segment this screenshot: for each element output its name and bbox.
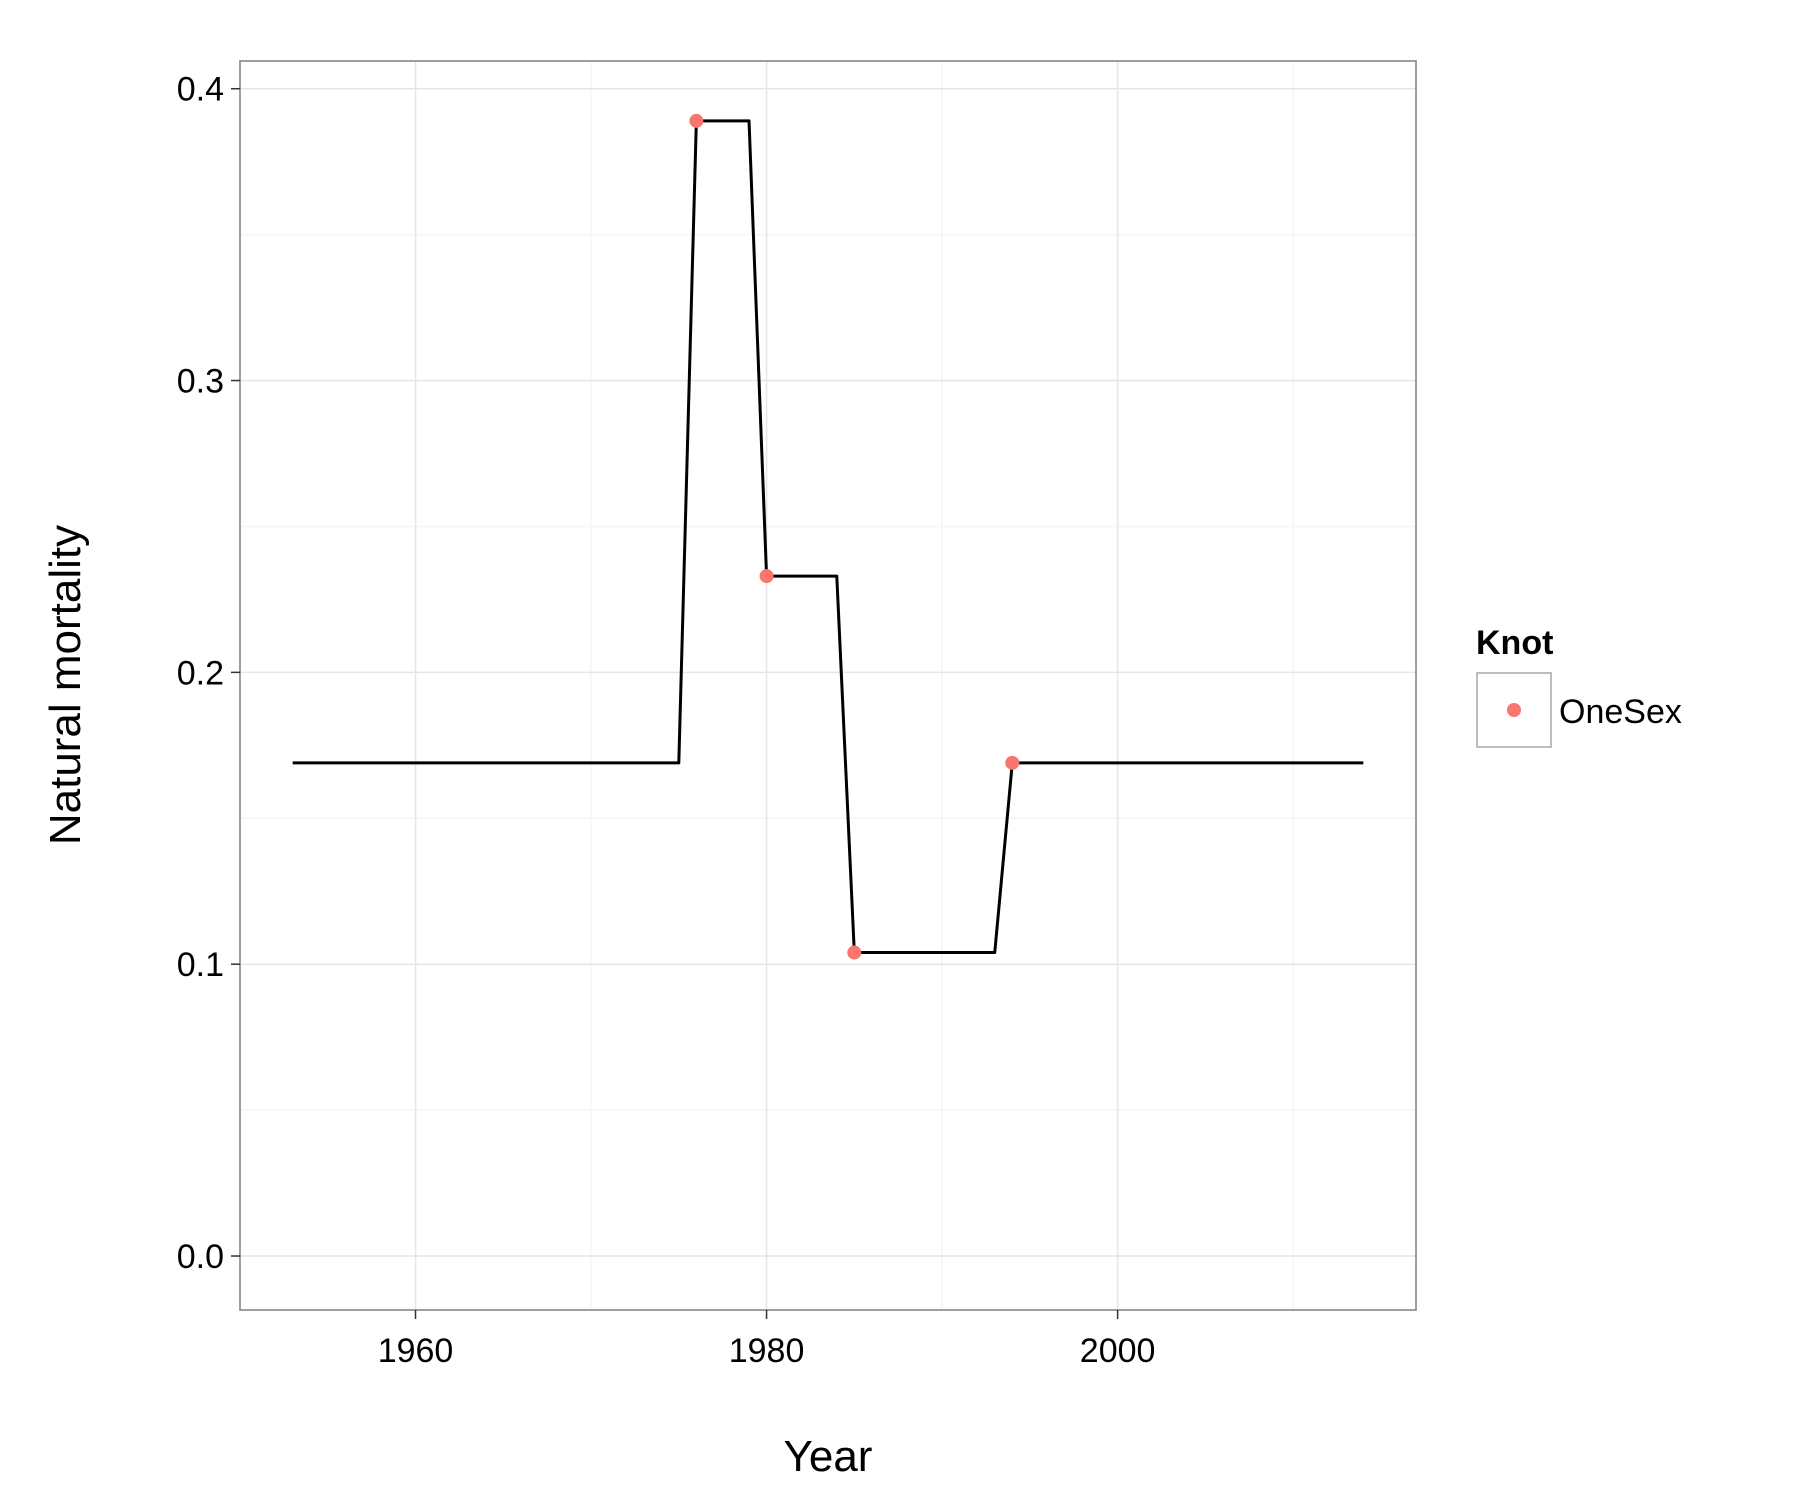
y-tick-label: 0.4 bbox=[177, 71, 224, 109]
axis-ticks: 1960 1980 2000 0.0 0.1 0.2 0.3 0.4 bbox=[177, 71, 1156, 1370]
plot-panel-border bbox=[239, 60, 1417, 1311]
knot-point bbox=[847, 945, 862, 960]
y-tick-label: 0.3 bbox=[177, 363, 224, 401]
minor-gridlines bbox=[239, 61, 1416, 1310]
series-layer bbox=[292, 113, 1364, 960]
y-tick-label: 0.1 bbox=[177, 946, 224, 984]
knot-point bbox=[689, 113, 704, 128]
legend-title: Knot bbox=[1476, 624, 1553, 662]
axis-labels: Year Natural mortality bbox=[41, 525, 872, 1481]
x-axis-title: Year bbox=[784, 1432, 873, 1481]
x-tick-label: 2000 bbox=[1080, 1332, 1156, 1370]
legend-key-dot bbox=[1507, 703, 1521, 717]
knot-point bbox=[1005, 755, 1020, 770]
legend: Knot OneSex bbox=[1476, 624, 1682, 748]
y-axis-title: Natural mortality bbox=[41, 525, 90, 845]
knot-point bbox=[759, 569, 774, 584]
legend-entry-label: OneSex bbox=[1559, 693, 1682, 731]
mortality-line bbox=[292, 119, 1364, 955]
major-gridlines bbox=[240, 61, 1416, 1310]
y-tick-label: 0.2 bbox=[177, 654, 224, 692]
x-tick-label: 1980 bbox=[729, 1332, 805, 1370]
y-tick-label: 0.0 bbox=[177, 1238, 224, 1276]
x-tick-label: 1960 bbox=[378, 1332, 454, 1370]
